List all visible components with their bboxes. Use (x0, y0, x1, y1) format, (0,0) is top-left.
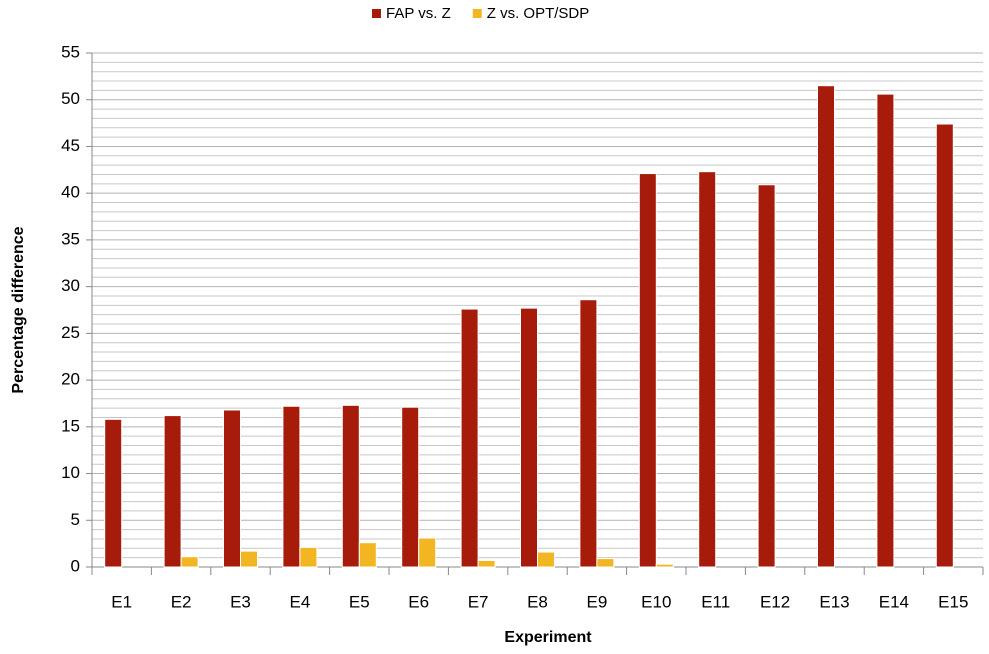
bar (757, 184, 776, 568)
x-tick-label: E7 (468, 592, 489, 611)
y-tick-label: 45 (61, 136, 80, 155)
y-axis-title: Percentage difference (10, 226, 27, 393)
y-tick-label: 0 (71, 556, 80, 575)
x-tick-label: E9 (587, 592, 608, 611)
bar (282, 405, 301, 568)
bar (460, 308, 479, 568)
bar (477, 559, 496, 568)
x-tick-label: E4 (290, 592, 311, 611)
bar (358, 542, 377, 568)
bar (638, 173, 657, 568)
bar (876, 93, 895, 568)
x-tick-label: E6 (408, 592, 429, 611)
bar (698, 171, 717, 568)
bar (817, 85, 835, 568)
bar (579, 299, 598, 568)
bar (935, 123, 954, 568)
x-tick-label: E1 (111, 592, 132, 611)
y-tick-label: 15 (61, 416, 80, 435)
legend-label: FAP vs. Z (386, 5, 451, 22)
bar (180, 556, 199, 568)
x-tick-label: E5 (349, 592, 370, 611)
y-tick-label: 5 (71, 510, 80, 529)
x-axis-title: Experiment (504, 629, 592, 646)
y-tick-label: 35 (61, 229, 80, 248)
bar (104, 418, 123, 568)
x-tick-label: E13 (819, 592, 849, 611)
x-tick-label: E15 (938, 592, 968, 611)
x-tick-label: E2 (171, 592, 192, 611)
y-tick-label: 40 (61, 183, 80, 202)
x-tick-label: E12 (760, 592, 790, 611)
bar (596, 558, 615, 568)
legend-label: Z vs. OPT/SDP (487, 5, 590, 22)
bar (163, 415, 182, 568)
bar (655, 563, 674, 568)
y-tick-label: 50 (61, 89, 80, 108)
legend-swatch (472, 9, 482, 18)
x-tick-label: E3 (230, 592, 251, 611)
bar (299, 546, 318, 568)
x-tick-label: E10 (641, 592, 671, 611)
bar (520, 307, 538, 568)
x-tick-label: E11 (701, 592, 730, 611)
bar (401, 406, 420, 568)
legend-swatch (372, 9, 381, 18)
bar (223, 409, 241, 568)
bar (341, 404, 360, 568)
y-tick-label: 10 (61, 463, 80, 482)
x-tick-label: E14 (879, 592, 909, 611)
bar (418, 537, 437, 568)
y-tick-label: 55 (61, 42, 80, 61)
bar (240, 550, 258, 568)
y-tick-label: 20 (61, 370, 80, 389)
x-tick-label: E8 (527, 592, 548, 611)
y-tick-label: 30 (61, 276, 80, 295)
y-tick-label: 25 (61, 323, 80, 342)
bar (537, 551, 555, 568)
